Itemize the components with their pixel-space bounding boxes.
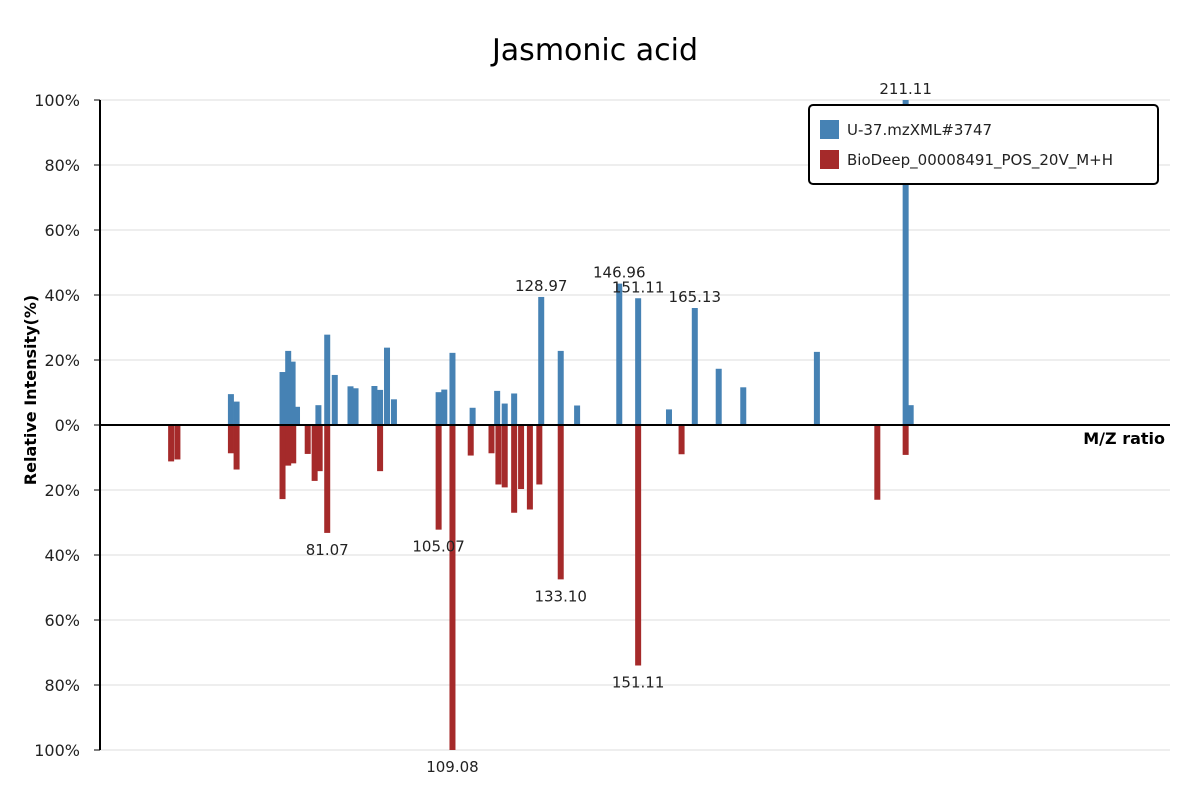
sample-peak-bar bbox=[279, 372, 286, 425]
reference-peak-bar bbox=[678, 425, 685, 455]
reference-peak-bar bbox=[324, 425, 331, 533]
sample-peak-label: 165.13 bbox=[669, 288, 722, 306]
sample-peak-bar bbox=[574, 405, 581, 425]
reference-peak-bar bbox=[501, 425, 508, 488]
sample-peak-bar bbox=[289, 361, 296, 425]
legend-swatch-reference bbox=[820, 150, 839, 169]
sample-peak-bar bbox=[347, 386, 354, 425]
sample-peak-label: 128.97 bbox=[515, 277, 568, 295]
reference-peak-label: 105.07 bbox=[412, 538, 465, 556]
y-tick-label: 20% bbox=[44, 481, 80, 500]
reference-peak-bar bbox=[874, 425, 881, 500]
bars-layer bbox=[168, 100, 914, 750]
sample-peak-label: 151.11 bbox=[612, 278, 665, 296]
y-axis-title: Relative Intensity(%) bbox=[21, 295, 40, 485]
sample-peak-bar bbox=[740, 387, 747, 425]
sample-peak-bar bbox=[377, 389, 384, 425]
reference-peak-bar bbox=[526, 425, 533, 510]
legend-box bbox=[808, 104, 1159, 185]
y-ticks: 100% 80% 60% 40% 20% 0% 20% 40% 60% 80% 100% bbox=[34, 91, 100, 760]
reference-peak-bar bbox=[467, 425, 474, 456]
sample-peak-bar bbox=[902, 100, 909, 425]
sample-peak-bar bbox=[907, 405, 914, 425]
sample-peak-bar bbox=[635, 298, 642, 425]
reference-peak-bar bbox=[435, 425, 442, 530]
sample-peak-bar bbox=[616, 283, 623, 425]
reference-peak-bar bbox=[557, 425, 564, 580]
sample-peak-bar bbox=[469, 407, 476, 425]
sample-peak-bar bbox=[315, 405, 322, 425]
sample-peak-bar bbox=[557, 350, 564, 425]
legend-label-reference: BioDeep_00008491_POS_20V_M+H bbox=[847, 151, 1113, 170]
sample-peak-bar bbox=[665, 409, 672, 425]
reference-peak-bar bbox=[285, 425, 292, 466]
reference-peak-bar bbox=[227, 425, 234, 454]
reference-peak-bar bbox=[174, 425, 181, 460]
sample-peak-bar bbox=[352, 388, 359, 425]
sample-peak-bar bbox=[538, 296, 545, 425]
sample-peak-bar bbox=[441, 389, 448, 425]
sample-peak-bar bbox=[294, 406, 301, 425]
y-tick-label: 40% bbox=[44, 286, 80, 305]
reference-peak-bar bbox=[168, 425, 175, 462]
reference-peak-bar bbox=[233, 425, 240, 470]
y-tick-label: 80% bbox=[44, 676, 80, 695]
sample-peak-bar bbox=[384, 347, 391, 425]
reference-peak-bar bbox=[377, 425, 384, 472]
reference-peak-bar bbox=[304, 425, 311, 454]
y-tick-label: 40% bbox=[44, 546, 80, 565]
reference-peak-bar bbox=[511, 425, 518, 513]
reference-peak-bar bbox=[536, 425, 543, 485]
y-tick-label: 100% bbox=[34, 741, 80, 760]
axes-layer bbox=[99, 100, 1170, 750]
grid-layer bbox=[100, 99, 1170, 751]
sample-peak-bar bbox=[324, 334, 331, 425]
sample-peak-bar bbox=[331, 374, 338, 425]
sample-peak-bar bbox=[501, 403, 508, 425]
reference-peak-bar bbox=[449, 425, 456, 750]
reference-peak-bar bbox=[279, 425, 286, 500]
sample-peak-bar bbox=[449, 352, 456, 425]
reference-peak-bar bbox=[635, 425, 642, 666]
reference-peak-bar bbox=[316, 425, 323, 472]
reference-peak-label: 109.08 bbox=[426, 758, 479, 776]
sample-peak-bar bbox=[227, 394, 234, 425]
reference-peak-bar bbox=[495, 425, 502, 485]
sample-peak-bar bbox=[715, 368, 722, 425]
reference-peak-bar bbox=[311, 425, 318, 481]
reference-peak-label: 133.10 bbox=[534, 587, 587, 605]
sample-peak-bar bbox=[285, 350, 292, 425]
legend: U-37.mzXML#3747 BioDeep_00008491_POS_20V… bbox=[808, 104, 1159, 185]
sample-peak-bar bbox=[691, 308, 698, 425]
reference-peak-bar bbox=[518, 425, 525, 490]
reference-peak-bar bbox=[290, 425, 297, 464]
legend-label-sample: U-37.mzXML#3747 bbox=[847, 121, 992, 139]
y-tick-label: 0% bbox=[55, 416, 80, 435]
reference-peak-bar bbox=[488, 425, 495, 454]
sample-peak-bar bbox=[494, 390, 501, 425]
legend-swatch-sample bbox=[820, 120, 839, 139]
y-tick-label: 60% bbox=[44, 221, 80, 240]
sample-peak-bar bbox=[435, 392, 442, 425]
sample-peak-bar bbox=[390, 399, 397, 425]
y-tick-label: 100% bbox=[34, 91, 80, 110]
y-tick-label: 20% bbox=[44, 351, 80, 370]
y-tick-label: 60% bbox=[44, 611, 80, 630]
sample-peak-bar bbox=[511, 393, 518, 425]
reference-peak-bar bbox=[902, 425, 909, 455]
sample-peak-bar bbox=[813, 351, 820, 425]
sample-peak-bar bbox=[371, 386, 378, 425]
reference-peak-label: 151.11 bbox=[612, 674, 665, 692]
x-axis-title: M/Z ratio bbox=[1083, 429, 1165, 448]
y-tick-label: 80% bbox=[44, 156, 80, 175]
chart-title: Jasmonic acid bbox=[490, 33, 698, 68]
sample-peak-label: 146.96 bbox=[593, 264, 646, 282]
reference-peak-label: 81.07 bbox=[306, 541, 349, 559]
sample-peak-bar bbox=[233, 401, 240, 425]
sample-peak-label: 211.11 bbox=[879, 80, 932, 98]
